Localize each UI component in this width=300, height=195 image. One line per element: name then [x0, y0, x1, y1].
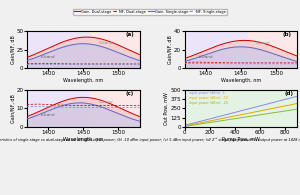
- Text: S-band: S-band: [99, 100, 113, 104]
- Text: Fig. 2. Gain/NF characteristics of single-stage vs dual-stage at (a) -25 dBm inp: Fig. 2. Gain/NF characteristics of singl…: [0, 136, 300, 142]
- Y-axis label: Gain/NF, dB: Gain/NF, dB: [10, 35, 15, 64]
- Bar: [27, 31, 90, 68]
- Bar: [90, 90, 140, 127]
- Bar: [27, 90, 90, 127]
- Bar: [184, 31, 248, 68]
- Text: E-band: E-band: [41, 55, 56, 59]
- Bar: [248, 31, 297, 68]
- Text: (b): (b): [282, 32, 291, 37]
- Text: input power (dBm): 5: input power (dBm): 5: [189, 91, 225, 95]
- Legend: Gain, Dual-stage, NF, Dual-stage, Gain, Single-stage, NF, Single-stage: Gain, Dual-stage, NF, Dual-stage, Gain, …: [73, 9, 227, 15]
- Y-axis label: Gain/NF, dB: Gain/NF, dB: [10, 94, 15, 123]
- Text: E-band: E-band: [199, 55, 213, 59]
- X-axis label: Pump Pow, mW: Pump Pow, mW: [222, 137, 260, 142]
- X-axis label: Wavelength, nm: Wavelength, nm: [220, 78, 261, 83]
- Text: S-band: S-band: [256, 41, 271, 45]
- Y-axis label: Out Pow, mW: Out Pow, mW: [164, 92, 169, 125]
- X-axis label: Wavelength, nm: Wavelength, nm: [63, 78, 104, 83]
- Text: E-band: E-band: [41, 113, 56, 117]
- Text: (c): (c): [126, 91, 134, 96]
- Bar: [90, 31, 140, 68]
- Text: input power (dBm): -25: input power (dBm): -25: [189, 101, 228, 105]
- Text: input power (dBm): -10: input power (dBm): -10: [189, 96, 228, 100]
- X-axis label: Wavelength, nm: Wavelength, nm: [63, 137, 104, 142]
- Text: S-band: S-band: [99, 41, 113, 45]
- Y-axis label: Gain/NF, dB: Gain/NF, dB: [168, 35, 172, 64]
- Text: (a): (a): [125, 32, 134, 37]
- Text: (d): (d): [285, 91, 294, 96]
